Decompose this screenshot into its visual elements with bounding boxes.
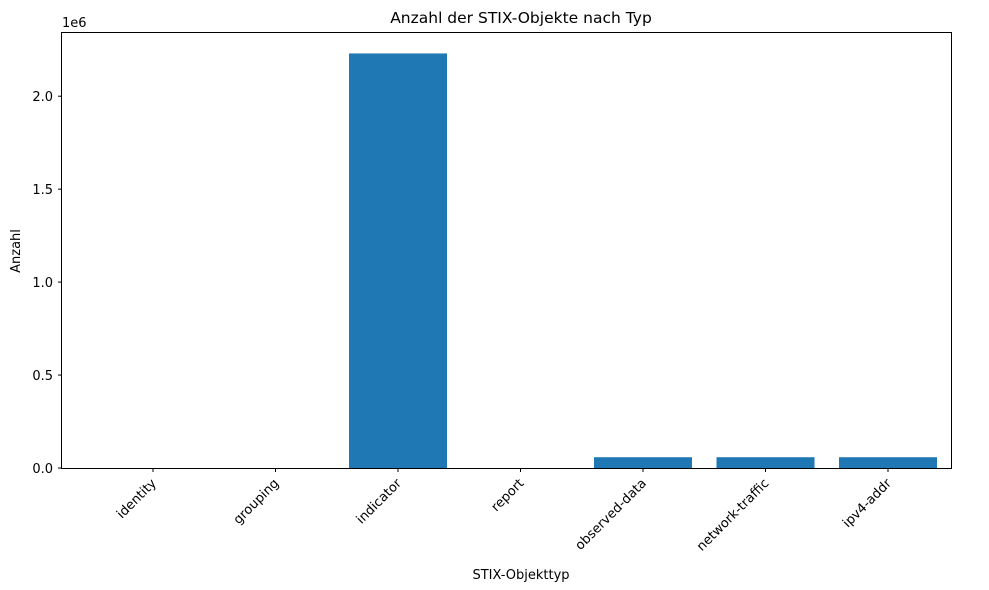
y-tick-label: 1.0: [32, 276, 53, 291]
bar-network-traffic: [716, 457, 815, 468]
y-axis-ticks: 0.0 0.5 1.0 1.5 2.0: [32, 90, 62, 477]
bars-group: [104, 53, 937, 468]
x-tick-label: observed-data: [573, 476, 650, 553]
y-tick-label: 2.0: [32, 90, 53, 105]
x-tick-label: report: [489, 476, 528, 515]
y-tick-label: 1.5: [32, 183, 53, 198]
x-axis-ticks: identity grouping indicator report observed-…: [114, 468, 895, 554]
bar-indicator: [349, 53, 447, 468]
bar-ipv4-addr: [839, 457, 937, 468]
bar-observed-data: [594, 457, 692, 468]
y-offset-label: 1e6: [62, 16, 87, 31]
chart-title: Anzahl der STIX-Objekte nach Typ: [390, 9, 652, 27]
x-tick-label: indicator: [354, 476, 406, 528]
y-tick-label: 0.5: [32, 369, 53, 384]
y-axis-title: Anzahl: [9, 229, 24, 273]
x-tick-label: ipv4-addr: [840, 476, 895, 531]
x-axis-title: STIX-Objekttyp: [472, 568, 569, 583]
x-tick-label: network-traffic: [694, 476, 772, 554]
plot-frame: [61, 32, 952, 469]
y-tick-label: 0.0: [32, 462, 53, 477]
x-tick-label: grouping: [231, 476, 283, 528]
x-tick-label: identity: [114, 476, 160, 522]
